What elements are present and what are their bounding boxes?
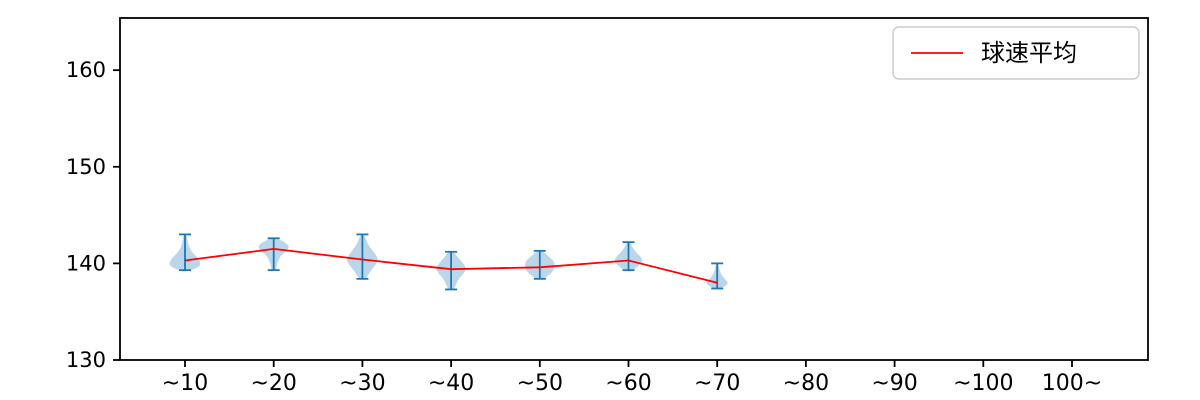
y-tick-label: 130 xyxy=(66,348,106,372)
x-tick-label: ~30 xyxy=(339,371,385,396)
x-axis: ~10 ~20 ~30 ~40 ~50 ~60 ~70 ~80 ~90 ~100 100~ xyxy=(162,360,1102,396)
x-tick-label: ~50 xyxy=(517,371,563,396)
mean-speed-line xyxy=(184,247,718,284)
legend-label: 球速平均 xyxy=(981,39,1077,67)
y-axis: 130 140 150 160 xyxy=(66,58,120,372)
x-tick-label: ~90 xyxy=(871,371,917,396)
x-tick-label: ~10 xyxy=(162,371,208,396)
violin-group xyxy=(169,233,728,291)
legend-box xyxy=(892,26,1140,80)
x-tick-label: ~80 xyxy=(783,371,829,396)
y-tick-label: 160 xyxy=(66,58,106,82)
x-tick-label: ~100 xyxy=(953,371,1013,396)
y-tick-label: 150 xyxy=(66,155,106,179)
legend: 球速平均 xyxy=(892,26,1140,80)
x-tick-label: ~70 xyxy=(694,371,740,396)
x-tick-label: ~60 xyxy=(605,371,651,396)
axes-box xyxy=(119,17,1149,361)
x-tick-label: ~20 xyxy=(250,371,296,396)
y-tick-label: 140 xyxy=(66,251,106,275)
x-tick-label: 100~ xyxy=(1042,371,1102,396)
x-tick-label: ~40 xyxy=(428,371,474,396)
